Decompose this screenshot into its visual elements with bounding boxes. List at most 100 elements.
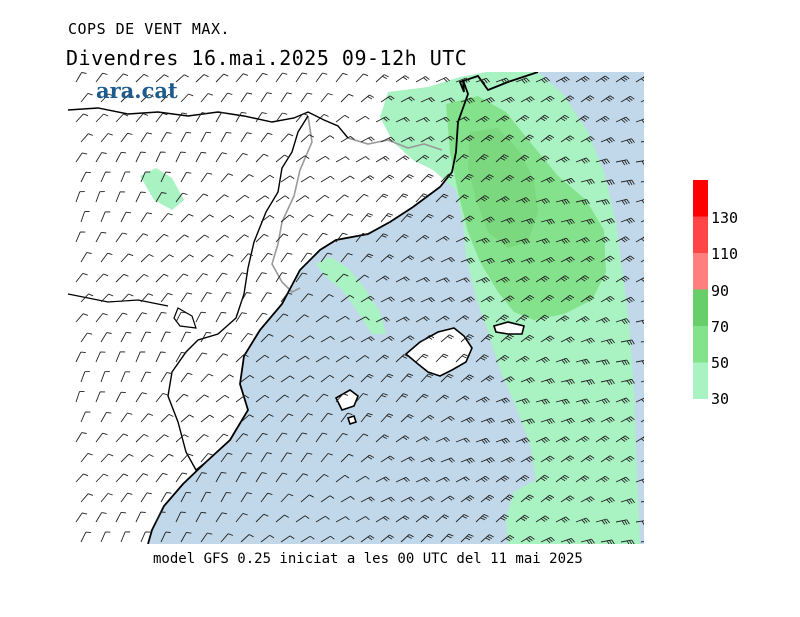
wind-barb [255,233,269,243]
wind-barb [220,452,233,463]
wind-barb [480,457,495,464]
wind-barb [120,412,133,423]
wind-barb [115,433,129,443]
wind-barb [160,292,173,303]
wind-barb [355,193,369,203]
wind-barb [295,473,309,483]
wind-barb [180,414,194,423]
wind-barb [600,295,615,303]
wind-barb [75,231,86,243]
wind-barb [240,253,254,263]
wind-barb [535,474,550,483]
wind-barb [480,97,495,104]
wind-barb [555,357,570,364]
wind-barb [80,493,94,503]
wind-barb [595,199,610,206]
wind-barb [180,331,191,343]
wind-barb [235,354,249,363]
wind-barb [435,154,449,163]
wind-barb [215,272,228,283]
wind-barb [120,492,133,503]
wind-barb [500,257,515,264]
wind-barb [235,312,247,323]
wind-barb [160,453,174,463]
wind-barb [480,257,495,265]
wind-barb [220,92,233,103]
wind-barb [95,191,105,203]
wind-barb [480,174,494,183]
wind-barb [475,513,489,523]
wind-barb [560,455,575,463]
wind-barb [140,453,154,463]
wind-barb [80,133,94,143]
wind-barb [380,534,395,543]
wind-barb [600,455,615,463]
wind-barb [260,252,273,263]
legend-color-box [693,289,708,326]
wind-barb [560,135,575,143]
wind-barb [500,535,515,543]
wind-barb [80,171,91,183]
wind-barb [580,136,595,143]
wind-barb [275,112,288,123]
wind-barb [560,95,575,103]
wind-barb [455,476,470,483]
wind-barb [240,452,253,463]
wind-barb [475,195,490,203]
wind-barb [520,535,535,543]
wind-barb [600,338,615,345]
wind-barb [280,175,295,183]
wind-barb [455,315,470,323]
wind-barb [175,393,189,403]
wind-gust-map: ara.cat [68,72,644,544]
wind-barb [135,191,146,203]
wind-barb [235,395,250,403]
wind-barb [420,373,434,383]
wind-barb [155,392,168,403]
wind-barb [160,492,172,503]
wind-barb [255,112,267,123]
wind-barb [295,432,308,443]
wind-barb [335,194,349,203]
wind-barb [95,312,108,323]
wind-barb [335,114,350,123]
wind-barb [540,134,555,143]
wind-barb [95,473,109,483]
wind-barb [495,397,510,404]
wind-barb [75,390,85,403]
wind-barb [415,316,430,323]
wind-barb [155,112,168,123]
map-subtitle: Divendres 16.mai.2025 09-12h UTC [66,46,468,70]
wind-barb [200,532,213,543]
wind-barb [475,396,490,403]
wind-barb [375,434,389,443]
wind-barb [240,174,254,183]
wind-barb [540,335,555,343]
wind-barb [635,478,644,484]
wind-barb [360,175,375,183]
wind-barb [315,232,328,243]
wind-barb [255,513,269,523]
wind-barb [360,412,373,423]
wind-barb [480,134,495,143]
wind-barb [255,472,267,483]
wind-barb [400,255,415,263]
wind-barb [355,232,368,243]
wind-barb [240,375,255,383]
wind-barb [480,534,494,543]
wind-barb [620,339,635,346]
wind-barb [555,76,570,83]
wind-barb [375,316,390,323]
wind-barb [335,516,350,523]
color-legend: 130 110 90 70 50 30 [693,180,738,408]
wind-barb [580,295,595,303]
wind-barb [580,496,595,503]
wind-barb [455,395,470,403]
wind-barb [195,151,207,163]
wind-barb [580,379,595,386]
wind-barb [395,316,410,323]
wind-barb [560,336,575,343]
wind-barb [495,437,510,444]
wind-barb [400,456,415,463]
wind-barb [120,331,132,343]
